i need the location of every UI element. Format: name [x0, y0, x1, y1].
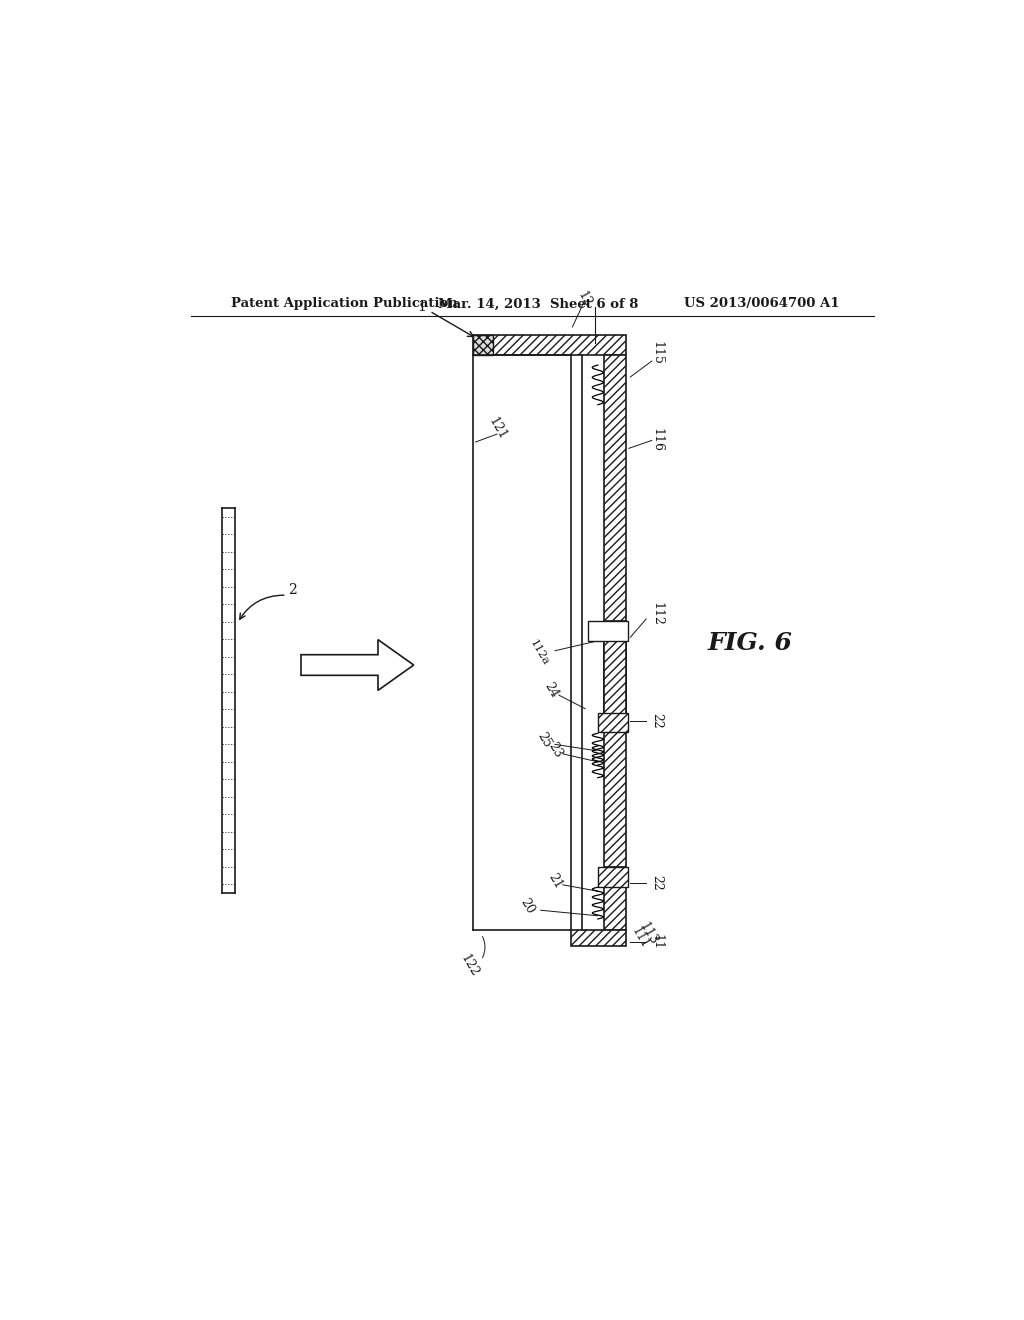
Text: 23: 23 [546, 739, 564, 760]
Text: 2: 2 [288, 582, 297, 597]
Text: FIG. 6: FIG. 6 [708, 631, 793, 655]
Polygon shape [570, 931, 627, 946]
Text: 113: 113 [637, 920, 660, 948]
Polygon shape [604, 887, 627, 931]
Text: 12: 12 [574, 289, 594, 309]
Text: US 2013/0064700 A1: US 2013/0064700 A1 [684, 297, 839, 310]
Polygon shape [604, 355, 627, 713]
Text: 121: 121 [485, 414, 509, 442]
Text: 20: 20 [517, 896, 537, 916]
Text: Patent Application Publication: Patent Application Publication [231, 297, 458, 310]
Text: 112: 112 [650, 602, 663, 626]
Polygon shape [588, 620, 628, 642]
Text: 111: 111 [630, 925, 652, 950]
Polygon shape [301, 640, 414, 690]
Text: 122: 122 [458, 952, 481, 979]
Polygon shape [598, 713, 628, 731]
Polygon shape [598, 867, 628, 887]
Text: 11: 11 [650, 935, 663, 950]
Text: 24: 24 [542, 680, 560, 701]
Polygon shape [473, 335, 494, 355]
Text: Mar. 14, 2013  Sheet 6 of 8: Mar. 14, 2013 Sheet 6 of 8 [437, 297, 638, 310]
Polygon shape [604, 642, 627, 867]
Polygon shape [473, 335, 627, 355]
Text: 22: 22 [650, 713, 663, 729]
Text: 116: 116 [650, 429, 663, 453]
Text: 115: 115 [650, 341, 663, 366]
Text: 112a: 112a [527, 639, 551, 668]
Text: 1: 1 [417, 300, 426, 314]
Polygon shape [604, 620, 627, 731]
Text: 25: 25 [536, 730, 554, 750]
Text: 21: 21 [546, 871, 564, 891]
Text: 22: 22 [650, 875, 663, 891]
